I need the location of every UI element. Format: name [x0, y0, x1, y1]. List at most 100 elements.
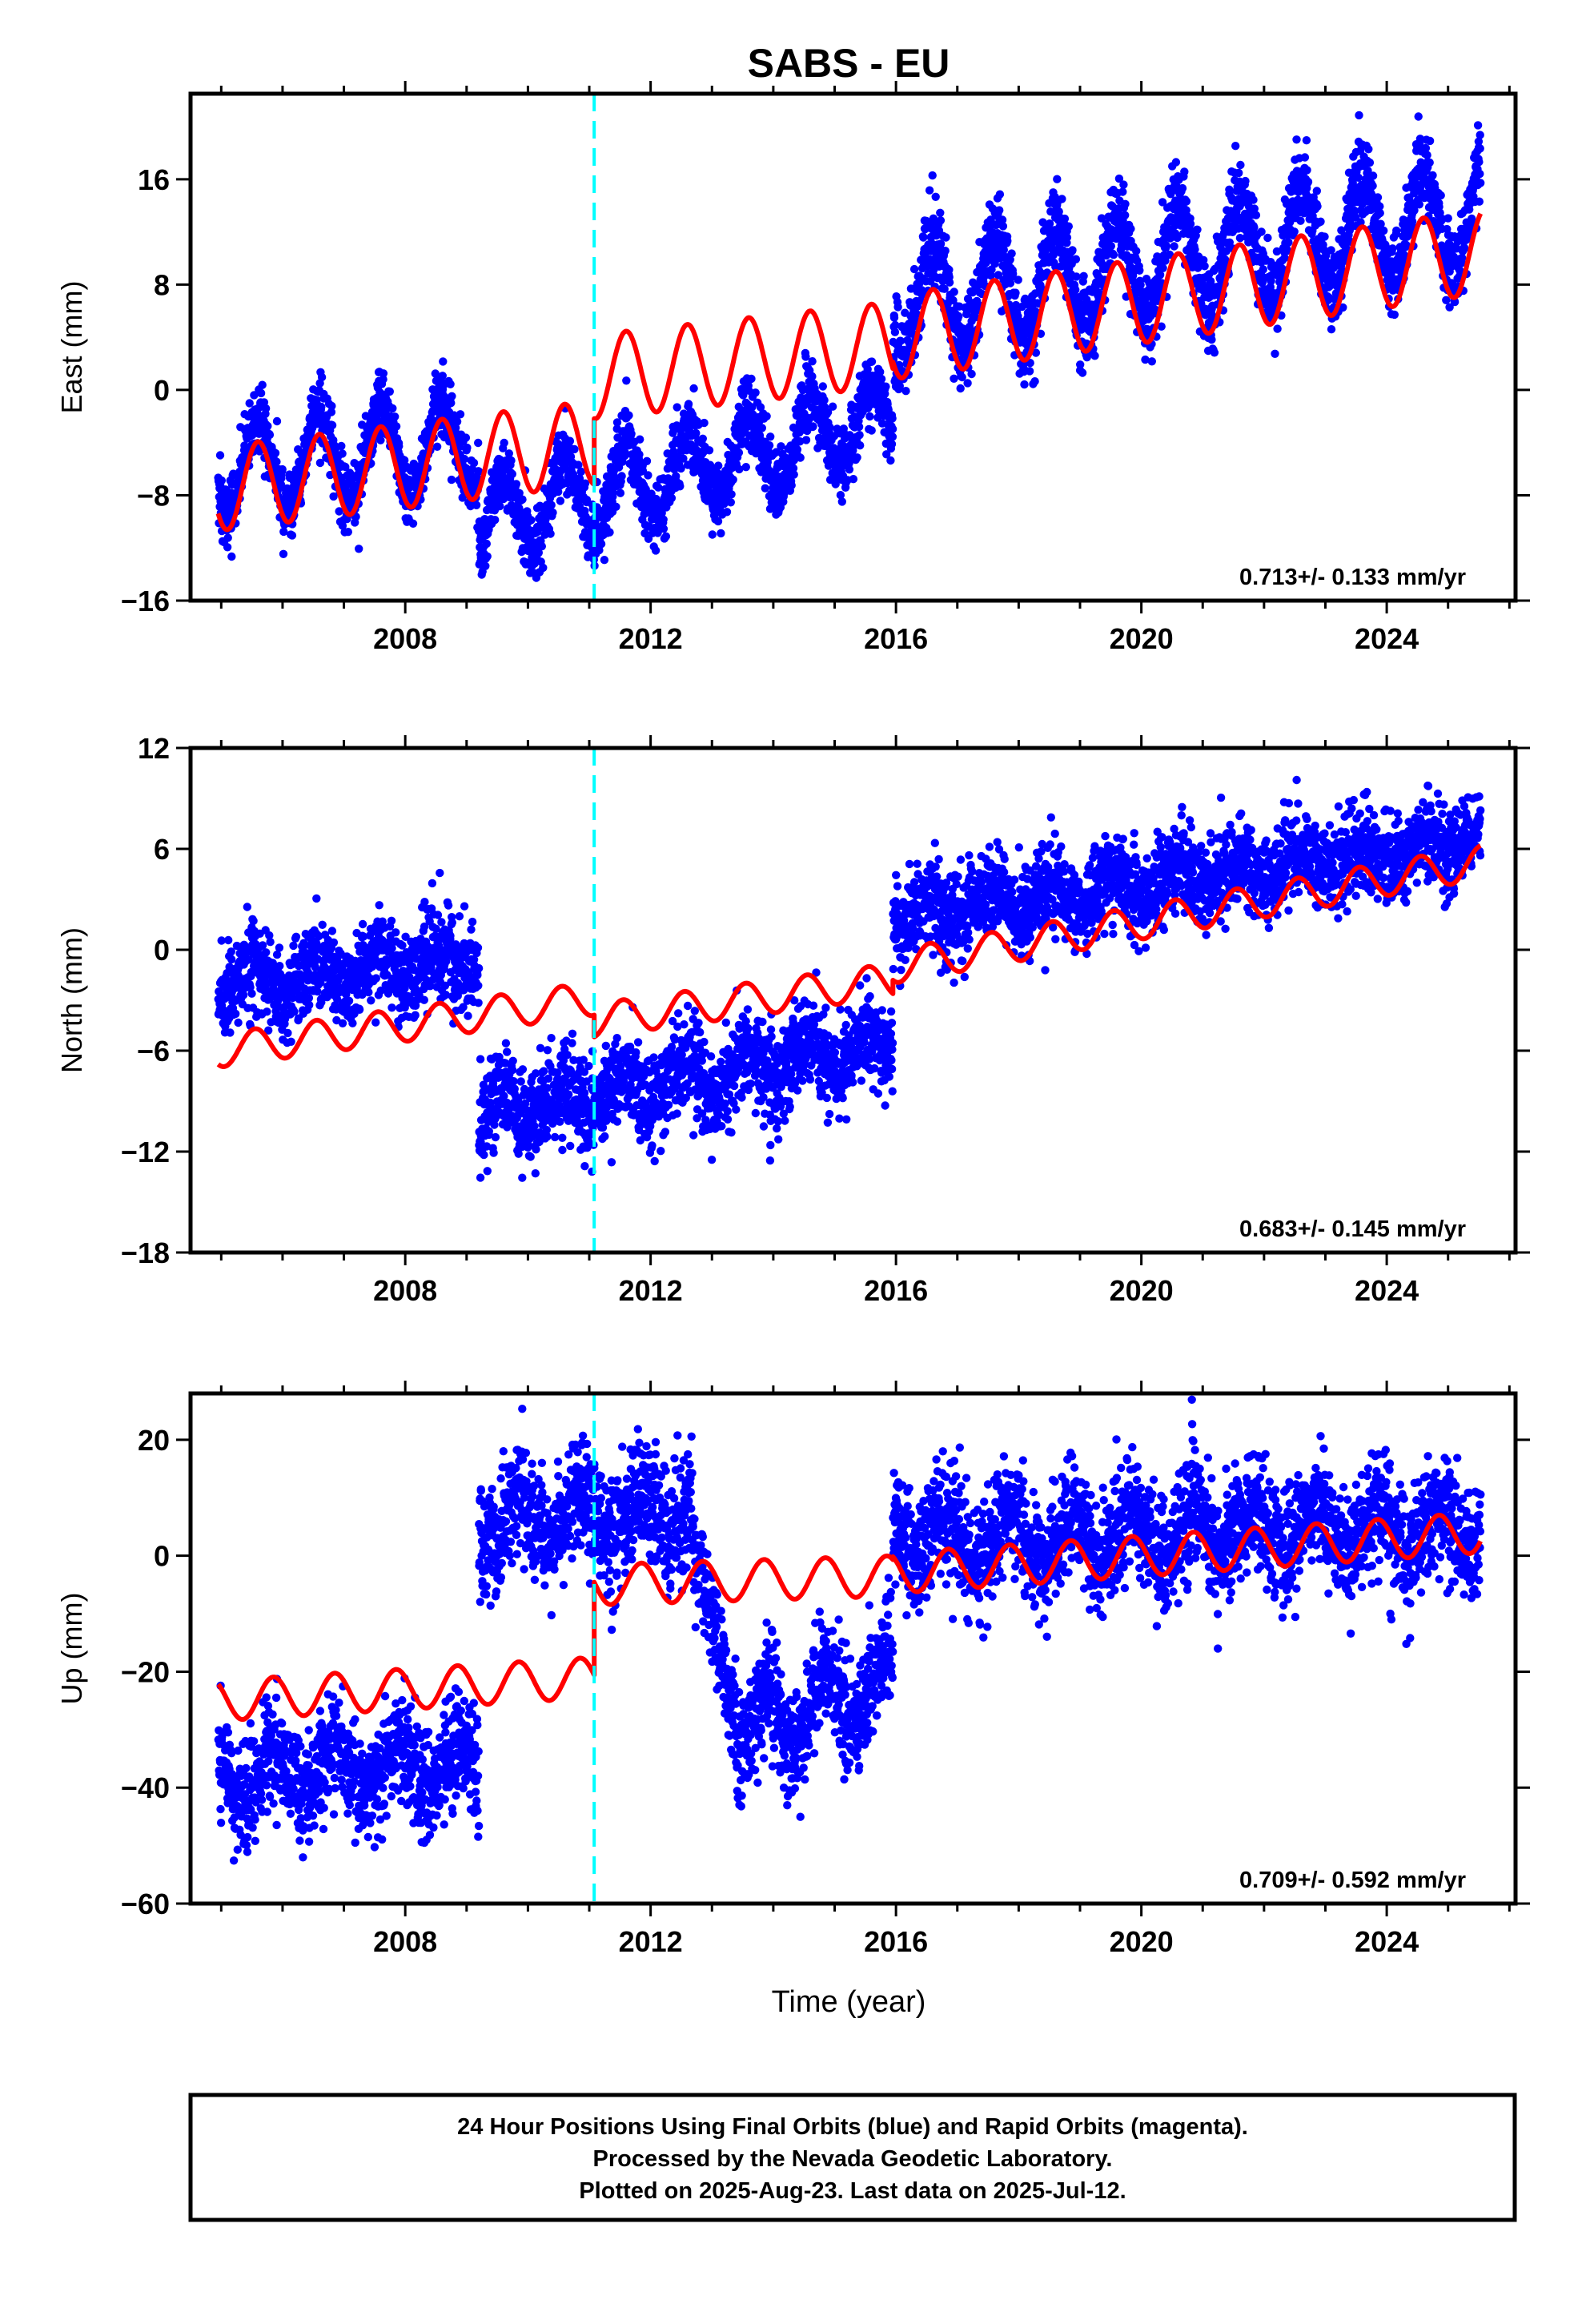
- data-point: [828, 402, 837, 411]
- data-point: [936, 208, 945, 217]
- data-point: [1178, 183, 1187, 193]
- data-point: [651, 546, 661, 555]
- data-point: [391, 412, 400, 421]
- data-point: [327, 401, 336, 411]
- data-point: [258, 941, 267, 950]
- data-point: [1302, 136, 1311, 145]
- data-point: [684, 400, 693, 408]
- data-point: [1078, 368, 1087, 377]
- data-point: [689, 384, 698, 393]
- data-point: [474, 467, 484, 476]
- east-data-segment-2: [475, 348, 897, 582]
- data-point: [227, 955, 236, 964]
- data-point: [673, 403, 681, 412]
- data-point: [515, 489, 524, 497]
- data-point: [1300, 153, 1310, 162]
- data-point: [481, 561, 490, 570]
- data-point: [1030, 377, 1039, 386]
- data-point: [1312, 187, 1322, 195]
- data-point: [1476, 131, 1484, 139]
- data-point: [1284, 238, 1293, 247]
- data-point: [853, 453, 861, 462]
- data-point: [1011, 288, 1020, 297]
- data-point: [245, 399, 254, 408]
- data-point: [661, 532, 671, 541]
- data-point: [463, 443, 472, 452]
- data-point: [1241, 176, 1250, 186]
- data-point: [896, 336, 905, 345]
- data-point: [600, 556, 609, 565]
- data-point: [722, 508, 732, 517]
- data-point: [727, 490, 736, 499]
- data-point: [945, 265, 954, 275]
- data-point: [967, 369, 976, 379]
- data-point: [1003, 236, 1012, 246]
- data-point: [385, 387, 394, 396]
- data-point: [735, 464, 744, 474]
- data-point: [576, 467, 585, 476]
- data-point: [546, 529, 555, 538]
- data-point: [261, 404, 271, 413]
- data-point: [1135, 266, 1144, 275]
- data-point: [901, 387, 910, 396]
- data-point: [1436, 191, 1445, 200]
- data-point: [438, 372, 447, 380]
- data-point: [636, 435, 644, 444]
- data-point: [1064, 222, 1074, 231]
- data-point: [1235, 168, 1243, 178]
- data-point: [761, 484, 769, 493]
- data-point: [893, 303, 902, 312]
- data-point: [717, 529, 725, 538]
- data-point: [1158, 263, 1167, 272]
- data-point: [227, 552, 236, 561]
- data-point: [787, 480, 796, 490]
- data-point: [762, 412, 771, 420]
- data-point: [250, 391, 259, 400]
- data-point: [895, 381, 905, 391]
- data-point: [998, 222, 1008, 231]
- data-point: [627, 429, 636, 438]
- data-point: [777, 442, 785, 451]
- y-tick-label: 8: [154, 268, 170, 301]
- data-point: [837, 497, 847, 506]
- data-point: [739, 391, 748, 400]
- data-point: [1236, 160, 1245, 170]
- data-point: [669, 428, 677, 437]
- data-point: [447, 475, 456, 485]
- data-point: [676, 482, 685, 491]
- data-point: [635, 450, 644, 459]
- data-point: [265, 430, 275, 440]
- data-point: [845, 465, 854, 474]
- data-point: [610, 472, 619, 482]
- data-point: [439, 357, 448, 366]
- data-point: [751, 388, 760, 397]
- data-point: [256, 388, 266, 398]
- data-point: [889, 313, 899, 322]
- data-point: [849, 475, 858, 484]
- data-point: [1365, 158, 1375, 167]
- data-point: [1068, 246, 1077, 255]
- data-point: [446, 380, 455, 388]
- data-point: [395, 442, 404, 451]
- data-point: [1414, 112, 1423, 121]
- data-point: [500, 438, 508, 448]
- data-point: [705, 446, 714, 455]
- data-point: [537, 542, 546, 551]
- data-point: [391, 422, 401, 431]
- data-point: [570, 444, 579, 454]
- data-point: [335, 507, 343, 516]
- data-point: [565, 436, 575, 445]
- data-point: [379, 369, 388, 378]
- data-point: [950, 287, 958, 296]
- data-point: [1200, 262, 1209, 271]
- data-point: [512, 480, 521, 489]
- data-point: [839, 424, 849, 433]
- data-point: [936, 216, 946, 225]
- data-point: [1388, 244, 1397, 253]
- data-point: [823, 408, 833, 416]
- data-point: [659, 515, 668, 524]
- east-rate-annotation: 0.713+/- 0.133 mm/yr: [1203, 559, 1504, 593]
- data-point: [1249, 195, 1258, 204]
